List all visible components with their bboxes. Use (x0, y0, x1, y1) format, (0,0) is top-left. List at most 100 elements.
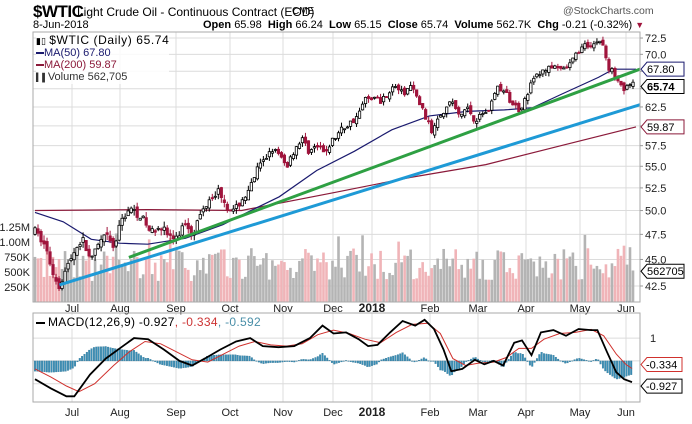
histogram-bar (246, 355, 249, 362)
histogram-bar (255, 360, 258, 362)
volume-bar (295, 271, 298, 302)
price-legend: ▮▯ $WTIC (Daily) 65.74 MA(50) 67.80 MA(2… (36, 34, 170, 84)
histogram-bar (578, 358, 581, 362)
ma50-line (34, 68, 636, 245)
histogram-bar (78, 358, 81, 362)
macd-legend-signal: -0.334 (182, 315, 218, 329)
candle-body (75, 247, 79, 256)
candle-body (418, 96, 422, 106)
volume-bar (340, 267, 343, 302)
volume-bar (201, 257, 205, 302)
signal-tag-text: -0.334 (646, 360, 677, 372)
candle-body (499, 83, 503, 92)
volume-bar (361, 235, 364, 302)
candle-body (249, 182, 253, 192)
histogram-bar (95, 346, 98, 362)
histogram-bar (222, 354, 225, 362)
candle-body (285, 161, 290, 168)
volume-bar (481, 259, 485, 302)
histogram-bar (257, 360, 260, 363)
candle-body (451, 101, 455, 104)
histogram-bar (224, 354, 227, 362)
candle-body (144, 217, 148, 226)
candle-body (415, 89, 419, 97)
histogram-bar (585, 360, 588, 362)
candle-body (264, 157, 268, 160)
volume-bar (346, 255, 349, 302)
volume-bar (613, 266, 617, 302)
legend-volume: ▍▌Volume 562,705 (36, 71, 169, 84)
volume-bar (283, 262, 286, 302)
trendline-blue (58, 103, 641, 287)
volume-bar (298, 260, 301, 302)
volume-bar (589, 264, 593, 302)
candle-body (360, 103, 365, 111)
candle-body (123, 216, 127, 220)
candle-body (487, 109, 491, 112)
volume-bar (156, 280, 160, 302)
candle-body (207, 199, 211, 209)
volume-bar (505, 272, 509, 302)
volume-bar (90, 280, 94, 302)
candle-body (511, 100, 515, 106)
histogram-bar (389, 356, 392, 362)
volume-label: Volume (454, 19, 494, 31)
histogram-bar (611, 360, 614, 377)
histogram-bar (543, 353, 545, 362)
x-tick-label: Jul (65, 407, 79, 419)
change-label: Chg (537, 19, 559, 31)
histogram-bar (396, 354, 399, 362)
volume-bar (256, 265, 259, 302)
volume-bar (177, 250, 181, 302)
candle-body (439, 114, 443, 118)
candle-body (562, 67, 566, 70)
candle-body (90, 255, 94, 258)
volume-tick-label: 750K (4, 252, 30, 264)
candle-body (204, 206, 208, 209)
copyright-link[interactable]: @StockCharts.com (563, 5, 654, 17)
volume-bar (123, 262, 127, 302)
histogram-bar (142, 357, 145, 362)
candle-body (529, 82, 533, 94)
volume-bar (325, 262, 328, 302)
candle-body (559, 65, 563, 69)
candle-body (213, 195, 217, 198)
candle-body (508, 92, 512, 103)
macd-legend-label: MACD(12,26,9) (48, 315, 136, 329)
volume-bar (601, 273, 605, 302)
candle-body (195, 220, 199, 232)
histogram-bar (38, 360, 41, 372)
volume-bar (301, 258, 304, 302)
volume-bar (51, 256, 55, 302)
candle-body (393, 86, 398, 88)
candle-body (463, 109, 467, 117)
candle-body (481, 113, 485, 116)
volume-bar (120, 265, 124, 302)
candle-body (84, 240, 88, 252)
histogram-bar (411, 360, 414, 362)
x-tick-label: Apr (517, 407, 534, 419)
trendline-green (128, 67, 641, 259)
candle-body (72, 252, 76, 261)
volume-bar (241, 278, 244, 302)
volume-bar (529, 258, 533, 302)
candle-body (448, 101, 452, 106)
x-tick-label: Aug (110, 407, 130, 419)
macd-swatch-icon (36, 321, 45, 324)
candle-body (342, 128, 347, 131)
volume-tick-label: 500K (4, 267, 30, 279)
volume-bar (39, 257, 43, 302)
candle-body (550, 65, 554, 69)
volume-bar (388, 272, 391, 302)
histogram-bar (48, 360, 51, 373)
histogram-bar (517, 353, 520, 362)
histogram-bar (149, 359, 152, 362)
candle-body (366, 96, 371, 99)
histogram-bar (536, 358, 538, 362)
histogram-bar (627, 360, 630, 376)
price-tick-label: 70.0 (645, 49, 666, 61)
histogram-bar (413, 360, 416, 363)
histogram-bar (135, 351, 138, 362)
candle-body (484, 112, 488, 114)
candle-body (406, 88, 410, 95)
